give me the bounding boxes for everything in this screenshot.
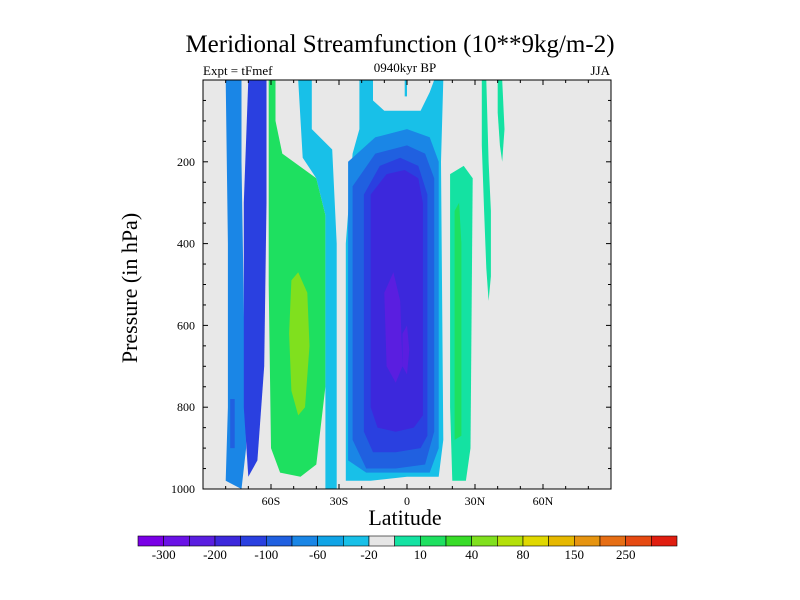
- colorbar-label-2: -100: [254, 547, 278, 562]
- colorbar-label-1: -200: [203, 547, 227, 562]
- contour-region-1: [230, 399, 235, 449]
- x-tick-label-3: 30N: [465, 494, 486, 508]
- experiment-label: Expt = tFmef: [203, 63, 273, 78]
- contour-region-2: [243, 80, 267, 477]
- contour-region-13: [402, 325, 410, 375]
- colorbar-label-9: 250: [616, 547, 636, 562]
- colorbar-swatch-16: [548, 535, 575, 547]
- colorbar-label-6: 40: [465, 547, 478, 562]
- colorbar-swatch-13: [471, 535, 498, 547]
- y-tick-label-1: 400: [177, 237, 195, 251]
- contour-region-17: [497, 80, 505, 162]
- contour-region-7: [404, 80, 407, 97]
- contour-region-5: [298, 80, 337, 489]
- season-label: JJA: [590, 63, 610, 78]
- colorbar-swatch-10: [394, 535, 421, 547]
- colorbar-swatch-3: [214, 535, 241, 547]
- y-tick-label-0: 200: [177, 155, 195, 169]
- colorbar-swatch-15: [522, 535, 549, 547]
- colorbar-label-4: -20: [360, 547, 377, 562]
- chart-title: Meridional Streamfunction (10**9kg/m-2): [185, 31, 615, 58]
- y-tick-label-4: 1000: [171, 482, 195, 496]
- colorbar-label-8: 150: [565, 547, 585, 562]
- contour-region-14: [450, 165, 473, 481]
- contour-regions: [225, 80, 505, 489]
- colorbar-swatch-0: [137, 535, 164, 547]
- chart-subtitle: 0940kyr BP: [373, 60, 437, 75]
- x-tick-label-1: 30S: [330, 494, 349, 508]
- contour-region-15: [454, 202, 462, 440]
- colorbar-swatch-4: [240, 535, 267, 547]
- colorbar-swatch-20: [651, 535, 678, 547]
- colorbar-swatch-9: [368, 535, 395, 547]
- x-tick-label-2: 0: [404, 494, 410, 508]
- colorbar-label-0: -300: [152, 547, 176, 562]
- colorbar-swatch-14: [497, 535, 524, 547]
- colorbar-swatch-11: [420, 535, 447, 547]
- colorbar-swatch-19: [625, 535, 652, 547]
- colorbar-swatch-12: [445, 535, 472, 547]
- colorbar-label-5: 10: [414, 547, 427, 562]
- colorbar-swatch-8: [343, 535, 370, 547]
- colorbar-swatch-18: [599, 535, 626, 547]
- contour-region-4: [289, 272, 310, 416]
- x-tick-label-4: 60N: [533, 494, 554, 508]
- y-axis-ticks: 200 400 600 800 1000: [171, 99, 611, 496]
- contour-region-16: [481, 80, 491, 301]
- y-tick-label-2: 600: [177, 318, 195, 332]
- colorbar-label-3: -60: [309, 547, 326, 562]
- colorbar-swatch-1: [163, 535, 190, 547]
- colorbar-swatch-2: [189, 535, 216, 547]
- x-axis-ticks: 60S 30S 0 30N 60N: [202, 80, 612, 508]
- y-tick-label-3: 800: [177, 400, 195, 414]
- x-tick-label-0: 60S: [262, 494, 281, 508]
- contour-region-12: [384, 272, 403, 383]
- colorbar-swatch-17: [574, 535, 601, 547]
- colorbar-swatch-7: [317, 535, 344, 547]
- colorbar-swatch-5: [266, 535, 293, 547]
- colorbar: -300 -200 -100 -60 -20 10 40 80 150 250: [137, 535, 678, 562]
- x-axis-label: Latitude: [368, 505, 442, 530]
- contour-region-0: [225, 80, 247, 489]
- colorbar-swatch-6: [291, 535, 318, 547]
- colorbar-label-7: 80: [517, 547, 530, 562]
